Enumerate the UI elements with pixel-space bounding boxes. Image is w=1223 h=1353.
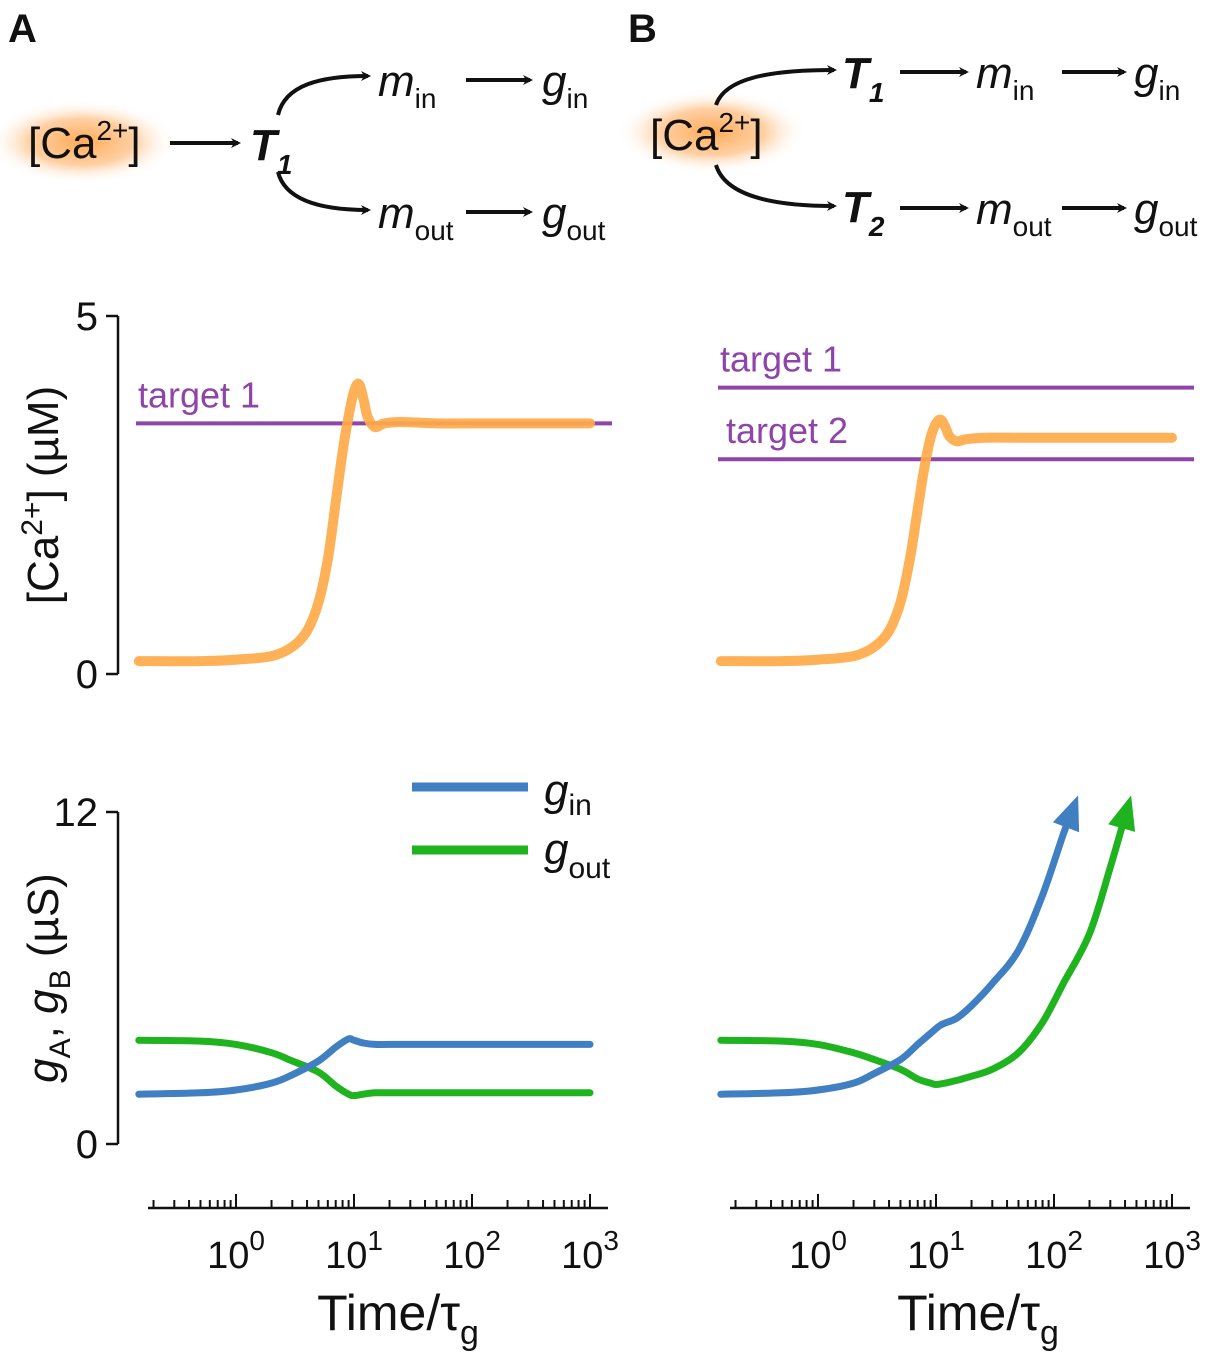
diagram-a-sensor: T1 <box>250 121 292 180</box>
diagram-b-mout: mout <box>976 185 1052 242</box>
diagram-a-calcium: [Ca2+] <box>28 115 141 168</box>
diagram-b-gin: gin <box>1134 49 1180 106</box>
xtick-a-0: 100 <box>207 1225 265 1277</box>
calcium-glow-a <box>0 100 177 184</box>
diagram-b-min: min <box>976 49 1034 106</box>
diagram-a-gin: gin <box>542 57 588 114</box>
arrow-ca-to-t1-b <box>714 65 837 106</box>
calcium-glow-b <box>617 90 807 174</box>
xtick-a-1: 101 <box>325 1225 383 1277</box>
arrow-ca-to-t2-b <box>714 164 837 211</box>
xtick-b-3: 103 <box>1143 1225 1201 1277</box>
g-a-ytick-0: 0 <box>76 1123 98 1167</box>
legend-label-gout: gout <box>544 825 611 885</box>
xlabel-b: Time/τg <box>897 1285 1059 1352</box>
xtick-a-3: 103 <box>561 1225 619 1277</box>
x-axis-a <box>148 1194 608 1210</box>
calcium-line-b <box>715 414 1177 667</box>
xtick-b-1: 101 <box>907 1225 965 1277</box>
g-out-arrowhead-b <box>1108 795 1136 832</box>
panel-label-a: A <box>8 7 37 51</box>
diagram-a-gout: gout <box>542 189 606 246</box>
diagram-b-gout: gout <box>1134 185 1198 242</box>
calcium-line-a <box>133 378 595 667</box>
x-axis-b <box>730 1194 1190 1210</box>
plot-conductance-b <box>717 795 1136 1098</box>
g-ylabel: gA, gB (µS) <box>19 873 77 1083</box>
g-a-axis: 12 0 gA, gB (µS) <box>19 791 120 1167</box>
target-label-2-b: target 2 <box>726 410 848 451</box>
ca-a-axis: 5 0 [Ca2+] (µM) <box>16 295 120 697</box>
diagram-a: [Ca2+] T1 min gin mout gout <box>0 57 606 246</box>
xlabel-a: Time/τg <box>317 1285 479 1352</box>
g-in-line-b <box>717 812 1074 1098</box>
plot-conductance-a <box>135 1035 594 1100</box>
legend: gin gout <box>412 766 611 885</box>
g-in-line-a <box>135 1035 594 1098</box>
diagram-a-mout: mout <box>378 189 454 246</box>
ca-a-ytick-5: 5 <box>76 295 98 339</box>
diagram-b: [Ca2+] T1 min gin T2 mout gout <box>617 49 1198 242</box>
x-ticklabels-b: 100 101 102 103 <box>789 1225 1201 1277</box>
g-out-line-a <box>135 1036 594 1100</box>
target-label-1-a: target 1 <box>138 374 260 415</box>
ca-a-ytick-0: 0 <box>76 653 98 697</box>
plot-calcium-b: target 1 target 2 <box>715 339 1194 667</box>
diagram-b-sensor2: T2 <box>842 183 885 242</box>
panel-label-b: B <box>628 7 657 51</box>
diagram-b-sensor1: T1 <box>842 49 884 108</box>
g-in-arrowhead-b <box>1052 795 1080 833</box>
g-a-ytick-12: 12 <box>54 791 99 835</box>
xtick-a-2: 102 <box>443 1225 501 1277</box>
plot-calcium-a: target 1 <box>133 374 612 667</box>
ca-ylabel: [Ca2+] (µM) <box>16 386 68 604</box>
diagram-a-min: min <box>378 57 436 114</box>
legend-label-gin: gin <box>544 766 592 822</box>
x-ticklabels-a: 100 101 102 103 <box>207 1225 619 1277</box>
xtick-b-0: 100 <box>789 1225 847 1277</box>
target-label-1-b: target 1 <box>720 339 842 380</box>
diagram-b-calcium: [Ca2+] <box>650 107 763 160</box>
xtick-b-2: 102 <box>1025 1225 1083 1277</box>
arrow-t1-to-mout <box>276 171 371 215</box>
arrow-t1-to-min <box>276 71 371 116</box>
g-out-line-b <box>717 813 1129 1088</box>
